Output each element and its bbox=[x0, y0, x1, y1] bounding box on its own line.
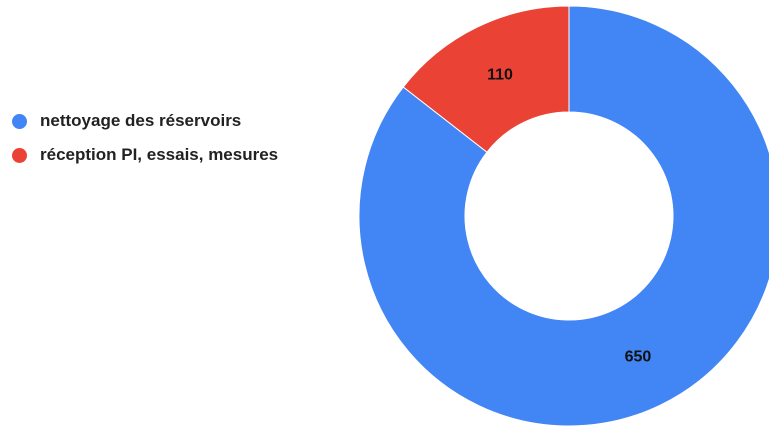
legend-label-nettoyage: nettoyage des réservoirs bbox=[40, 111, 242, 130]
data-label-nettoyage: 650 bbox=[625, 349, 652, 366]
donut-slice-nettoyage bbox=[358, 5, 769, 426]
legend-item-reception: réception PI, essais, mesures bbox=[12, 138, 278, 172]
legend-label-reception: réception PI, essais, mesures bbox=[40, 145, 279, 164]
chart-legend: nettoyage des réservoirs réception PI, e… bbox=[12, 104, 278, 172]
data-label-reception: 110 bbox=[487, 66, 513, 83]
donut-slice-reception bbox=[402, 5, 570, 153]
legend-swatch-nettoyage bbox=[12, 113, 27, 129]
legend-item-nettoyage: nettoyage des réservoirs bbox=[12, 104, 278, 138]
legend-swatch-reception bbox=[12, 147, 27, 163]
